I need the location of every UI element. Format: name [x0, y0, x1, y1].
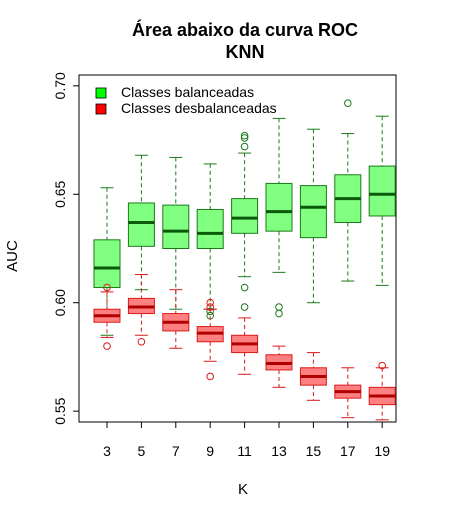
box-balanced	[368, 165, 396, 217]
box-balanced	[196, 208, 224, 249]
outlier-balanced	[240, 131, 249, 140]
legend-label-unbalanced: Classes desbalanceadas	[121, 100, 277, 116]
outlier-balanced	[275, 303, 283, 311]
legend-swatch-unbalanced	[95, 103, 107, 115]
x-tick-label: 19	[374, 443, 390, 459]
outlier-balanced	[344, 99, 352, 107]
outlier-unbalanced	[103, 283, 111, 292]
y-tick-label: 0.70	[52, 72, 68, 99]
y-tick-label: 0.55	[52, 397, 68, 424]
outlier-unbalanced	[206, 298, 214, 307]
outlier-balanced	[240, 134, 249, 142]
x-tick-label: 17	[340, 443, 356, 459]
outlier-balanced	[240, 303, 249, 311]
x-tick-label: 5	[138, 443, 146, 459]
legend-swatch-balanced	[95, 87, 107, 99]
x-tick-label: 7	[172, 443, 180, 459]
outlier-balanced	[275, 309, 283, 318]
plot-area: 0.55 0.60 0.65 0.70 3 5 7 9 11 13 15 17 19	[52, 72, 397, 459]
chart-subtitle: KNN	[226, 42, 265, 62]
x-tick-label: 11	[237, 443, 252, 459]
outlier-balanced	[240, 142, 249, 151]
box-balanced	[265, 182, 293, 232]
y-tick-label: 0.65	[52, 180, 68, 207]
outlier-unbalanced	[206, 303, 214, 311]
legend-label-balanced: Classes balanceadas	[121, 84, 254, 100]
box-balanced	[127, 202, 155, 247]
plot-frame	[78, 74, 397, 423]
x-tick-label: 13	[271, 443, 287, 459]
legend: Classes balanceadas Classes desbalancead…	[95, 84, 277, 116]
outlier-balanced	[240, 283, 249, 292]
x-tick-label: 15	[306, 443, 322, 459]
outlier-unbalanced	[206, 372, 214, 381]
y-axis-label: AUC	[4, 240, 21, 272]
outlier-unbalanced	[378, 361, 387, 370]
x-tick-label: 3	[103, 443, 111, 459]
x-tick-label: 9	[206, 443, 214, 459]
box-balanced	[299, 185, 327, 239]
x-axis-label: K	[238, 481, 248, 498]
outlier-balanced	[206, 307, 214, 316]
outlier-unbalanced	[137, 337, 146, 346]
box-balanced	[162, 204, 190, 249]
box-balanced	[231, 198, 259, 234]
box-balanced	[93, 239, 121, 289]
y-tick-label: 0.60	[52, 289, 68, 316]
outlier-unbalanced	[103, 342, 111, 350]
chart-title: Área abaixo da curva ROC	[132, 19, 358, 40]
